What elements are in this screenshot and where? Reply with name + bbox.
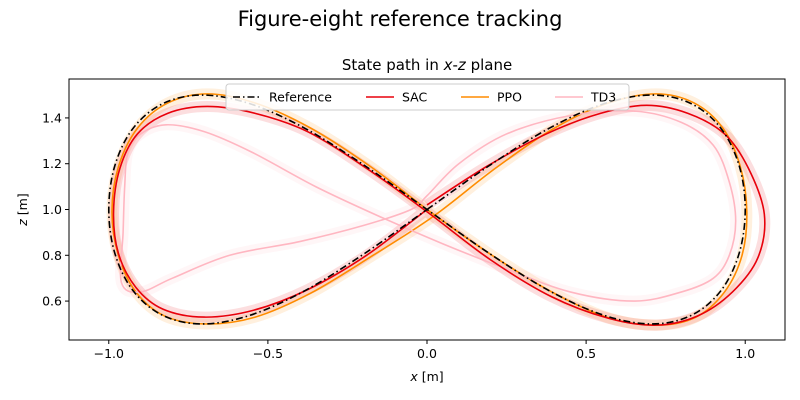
y-tick-label: 0.8	[42, 248, 62, 263]
series-line-td3	[119, 109, 737, 302]
y-tick-label: 0.6	[42, 294, 62, 309]
y-tick-label: 1.4	[42, 110, 62, 125]
x-tick-label: −0.5	[253, 346, 283, 361]
axes-title: State path in x-z plane	[342, 56, 512, 74]
y-tick-label: 1.2	[42, 156, 62, 171]
legend-label-sac: SAC	[402, 90, 427, 105]
series-line-sac	[112, 104, 766, 326]
legend: Reference SAC PPO TD3	[225, 83, 630, 111]
y-axis-ticks: 0.6 0.8 1.0 1.2 1.4	[42, 110, 69, 309]
legend-label-td3: TD3	[590, 90, 616, 105]
legend-label-reference: Reference	[269, 90, 332, 105]
chart-suptitle: Figure-eight reference tracking	[238, 7, 563, 31]
x-tick-label: 0.5	[576, 346, 596, 361]
legend-label-ppo: PPO	[497, 90, 522, 105]
series-line-reference	[107, 94, 747, 325]
y-tick-label: 1.0	[42, 202, 62, 217]
series-layer	[106, 88, 771, 331]
x-tick-label: 1.0	[735, 346, 755, 361]
x-tick-label: 0.0	[417, 346, 437, 361]
legend-box	[225, 83, 630, 111]
y-axis-label: z [m]	[15, 193, 30, 226]
plot-area	[68, 78, 786, 341]
x-axis-label: x [m]	[409, 369, 443, 384]
x-axis-ticks: −1.0 −0.5 0.0 0.5 1.0	[94, 340, 755, 361]
x-tick-label: −1.0	[94, 346, 124, 361]
